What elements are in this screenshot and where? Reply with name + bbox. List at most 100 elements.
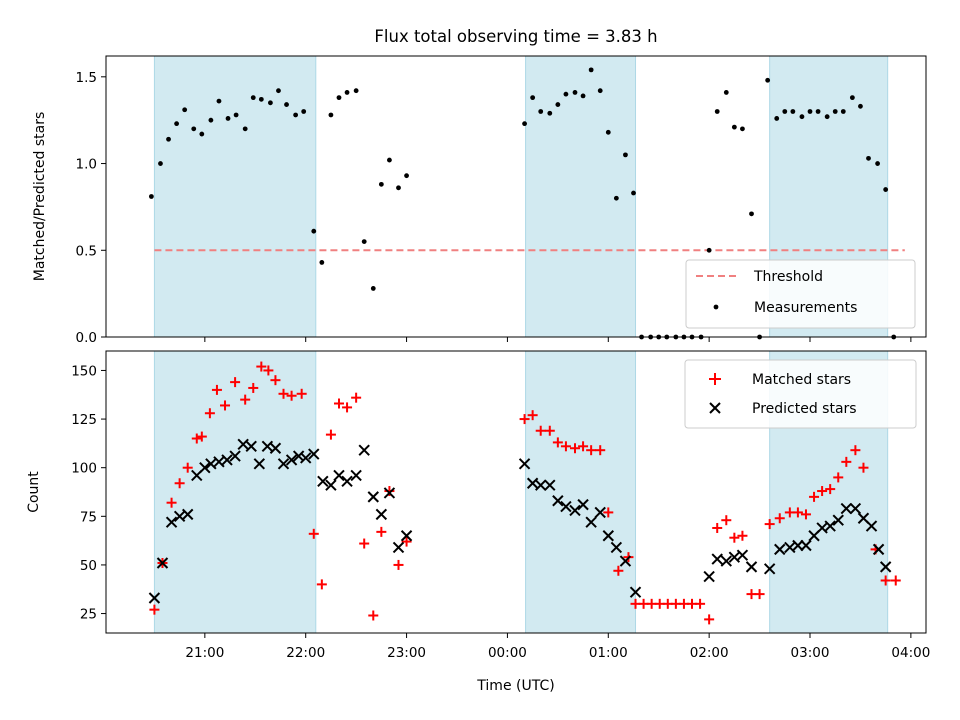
predicted-star-point (544, 479, 556, 491)
matched-star-point (308, 528, 319, 539)
predicted-star-point (865, 520, 878, 532)
matched-star-point (721, 515, 732, 526)
matched-legend-marker (709, 373, 721, 385)
matched-star-point (858, 462, 869, 473)
measurement-point (832, 109, 838, 114)
matched-star-point (368, 610, 379, 621)
measurement-point (530, 95, 536, 101)
bottom-panel-frame (105, 350, 927, 634)
matched-star-point (333, 398, 344, 409)
matched-legend-label: Matched stars (752, 372, 851, 388)
measurement-point (731, 124, 737, 130)
top-legend: Threshold Measurements (685, 259, 916, 329)
x-tick-label: 01:00 (589, 645, 628, 661)
matched-star-point (286, 390, 297, 401)
measurement-point (824, 114, 830, 120)
measurement-point (883, 187, 889, 192)
predicted-star-point (173, 510, 186, 523)
matched-star-point (809, 491, 820, 502)
predicted-star-point (277, 458, 290, 470)
predicted-star-point (341, 475, 353, 488)
measurement-point (723, 90, 729, 95)
predicted-star-point (728, 551, 741, 563)
measurement-point (276, 88, 281, 94)
predicted-star-point (703, 570, 715, 583)
y-tick-label: 1.0 (76, 157, 97, 173)
matched-star-point (833, 472, 844, 483)
x-tick-label: 02:00 (690, 645, 729, 661)
predicted-star-point (560, 500, 572, 513)
predicted-star-point (720, 555, 733, 567)
top-ylabel: Matched/Predicted stars (32, 112, 48, 282)
predicted-star-point (577, 498, 589, 511)
matched-star-point (166, 497, 177, 508)
measurement-point (404, 173, 409, 179)
predicted-star-point (774, 543, 786, 556)
matched-star-point (578, 441, 589, 452)
top-observing-window (525, 55, 637, 338)
matched-star-point (220, 400, 231, 411)
matched-star-point (296, 388, 307, 399)
measurement-point (782, 109, 788, 114)
measurement-point (242, 126, 248, 132)
measurement-point (849, 95, 855, 101)
predicted-star-point (375, 508, 388, 521)
matched-star-point (393, 559, 404, 570)
predicted-star-point (745, 561, 758, 573)
predicted-star-point (602, 530, 614, 542)
matched-star-point (359, 538, 370, 549)
predicted-star-point (569, 504, 581, 517)
measurement-point (807, 109, 813, 114)
top-panel-frame (105, 55, 927, 338)
predicted-star-point (711, 553, 723, 565)
predicted-star-point (148, 592, 161, 604)
predicted-star-point (552, 495, 564, 507)
matched-star-point (316, 579, 327, 590)
matched-star-point (240, 394, 251, 405)
measurement-point (613, 195, 619, 201)
matched-star-point (230, 377, 241, 388)
measurement-point (765, 77, 771, 83)
measurement-point (216, 98, 222, 104)
predicted-star-point (367, 491, 379, 503)
measurement-point (336, 95, 342, 101)
matched-star-point (825, 484, 836, 495)
x-tick-label: 03:00 (791, 645, 830, 661)
measurement-point (774, 116, 780, 121)
x-tick-label: 00:00 (488, 645, 527, 661)
measurement-point (563, 91, 569, 97)
predicted-star-point (299, 452, 312, 464)
y-tick-label: 150 (71, 363, 97, 379)
predicted-star-point (784, 541, 796, 554)
measurement-point (293, 112, 299, 118)
measurement-point (597, 88, 603, 94)
y-tick-label: 0.0 (76, 330, 97, 346)
measurement-point (387, 157, 392, 163)
bottom-panel: 25 50 75 100 125 150 21:00 22:00 23:00 00:00 01:0… (26, 350, 930, 694)
matched-star-point (535, 425, 546, 436)
measurement-point (396, 185, 401, 191)
y-tick-label: 50 (80, 558, 97, 574)
predicted-star-point (269, 442, 282, 454)
matched-star-point (342, 402, 353, 413)
predicted-star-point (156, 557, 169, 569)
matched-star-point (560, 441, 571, 452)
measurement-point (623, 152, 628, 158)
measurement-point (158, 161, 163, 166)
matched-star-point (278, 388, 289, 399)
predicted-star-point (800, 539, 812, 552)
measurement-point (319, 260, 325, 265)
measurement-point (538, 109, 544, 114)
measurement-point (799, 114, 805, 120)
measurement-point (199, 131, 205, 137)
top-panel: 0.0 0.5 1.0 1.5 Matched/Predicted stars Thr… (32, 55, 927, 346)
measurement-point (258, 96, 264, 102)
matched-star-point (586, 445, 597, 456)
predicted-star-point (872, 543, 885, 556)
predicted-star-point (253, 458, 266, 470)
top-legend-box (685, 259, 916, 329)
matched-star-point (174, 478, 185, 489)
predicted-star-point (383, 487, 396, 499)
matched-star-point (603, 507, 614, 518)
